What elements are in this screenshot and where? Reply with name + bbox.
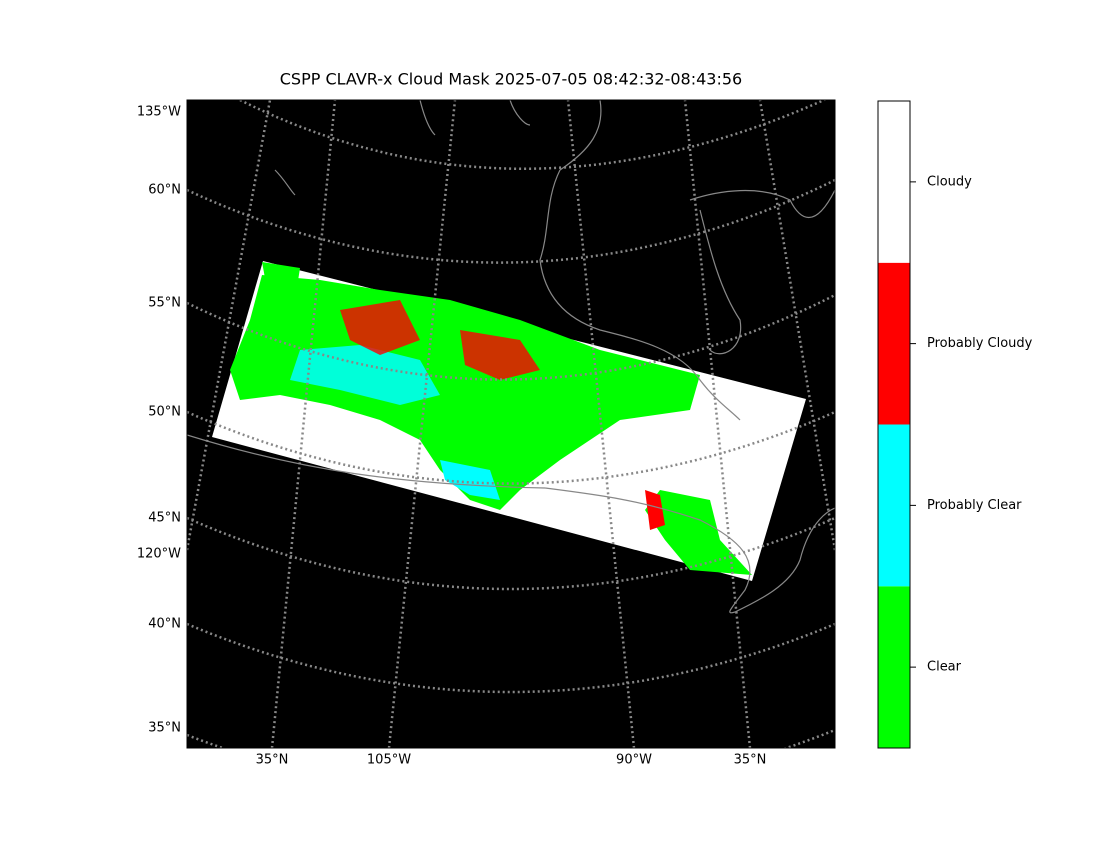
colorbar-segment xyxy=(878,101,910,263)
graticule-line xyxy=(566,100,636,748)
bottom-label: 35°N xyxy=(256,753,289,768)
graticule-line xyxy=(270,100,337,748)
left-label: 135°W xyxy=(137,105,181,120)
graticule-line xyxy=(387,100,457,748)
colorbar-segment xyxy=(878,586,910,748)
swath-probably-clear-2 xyxy=(440,460,500,500)
graticule xyxy=(187,100,835,748)
swath-clear-north xyxy=(262,262,300,305)
left-label: 50°N xyxy=(148,405,181,420)
coastline-north xyxy=(274,100,531,196)
coastlines xyxy=(187,100,835,614)
left-label: 55°N xyxy=(148,296,181,311)
swath-probably-clear xyxy=(290,345,440,405)
bottom-label: 90°W xyxy=(616,753,652,768)
coastline-east xyxy=(689,189,835,355)
colorbar-label: Clear xyxy=(927,660,962,675)
map-title: CSPP CLAVR-x Cloud Mask 2025-07-05 08:42… xyxy=(280,70,742,89)
swath-probably-cloudy-2 xyxy=(460,330,540,380)
border xyxy=(187,434,835,614)
swath xyxy=(212,261,806,581)
swath-probably-cloudy-3 xyxy=(645,490,665,530)
colorbar-segment xyxy=(878,424,910,587)
graticule-line xyxy=(239,100,827,170)
left-label: 120°W xyxy=(137,547,181,562)
bottom-label: 35°N xyxy=(734,753,767,768)
map-area xyxy=(187,100,835,748)
graticule-line xyxy=(187,178,835,264)
bottom-label: 105°W xyxy=(367,753,411,768)
swath-clear xyxy=(230,275,700,510)
graticule-line xyxy=(187,100,272,551)
axis-labels: 135°W 60°N 55°N 50°N 45°N 120°W 40°N 35°N 35°N 10… xyxy=(137,105,767,768)
colorbar-frame xyxy=(877,100,911,749)
colorbar-label: Probably Clear xyxy=(927,498,1022,513)
colorbar-label: Cloudy xyxy=(927,174,972,189)
coastline xyxy=(539,100,741,421)
left-label: 60°N xyxy=(148,183,181,198)
graticule-line xyxy=(683,100,752,748)
left-label: 40°N xyxy=(148,617,181,632)
graticule-line xyxy=(187,293,835,381)
colorbar: Clear Probably Clear Probably Cloudy Cloudy xyxy=(877,100,1033,749)
colorbar-segment xyxy=(878,262,910,425)
left-label: 45°N xyxy=(148,511,181,526)
left-label: 35°N xyxy=(148,721,181,736)
graticule-line xyxy=(758,100,835,551)
swath-probably-cloudy xyxy=(340,300,420,355)
colorbar-label: Probably Cloudy xyxy=(927,336,1033,351)
map-frame xyxy=(186,99,836,749)
